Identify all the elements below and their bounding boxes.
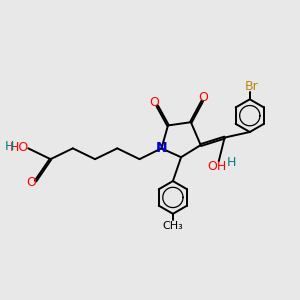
Text: Br: Br [244,80,258,93]
Text: OH: OH [207,160,227,172]
Text: H: H [226,156,236,169]
Text: O: O [150,96,160,109]
Text: O: O [199,91,208,104]
Text: N: N [156,141,167,155]
Text: H: H [5,140,14,153]
Text: O: O [26,176,36,189]
Text: HO: HO [10,141,29,154]
Text: CH₃: CH₃ [163,221,183,231]
